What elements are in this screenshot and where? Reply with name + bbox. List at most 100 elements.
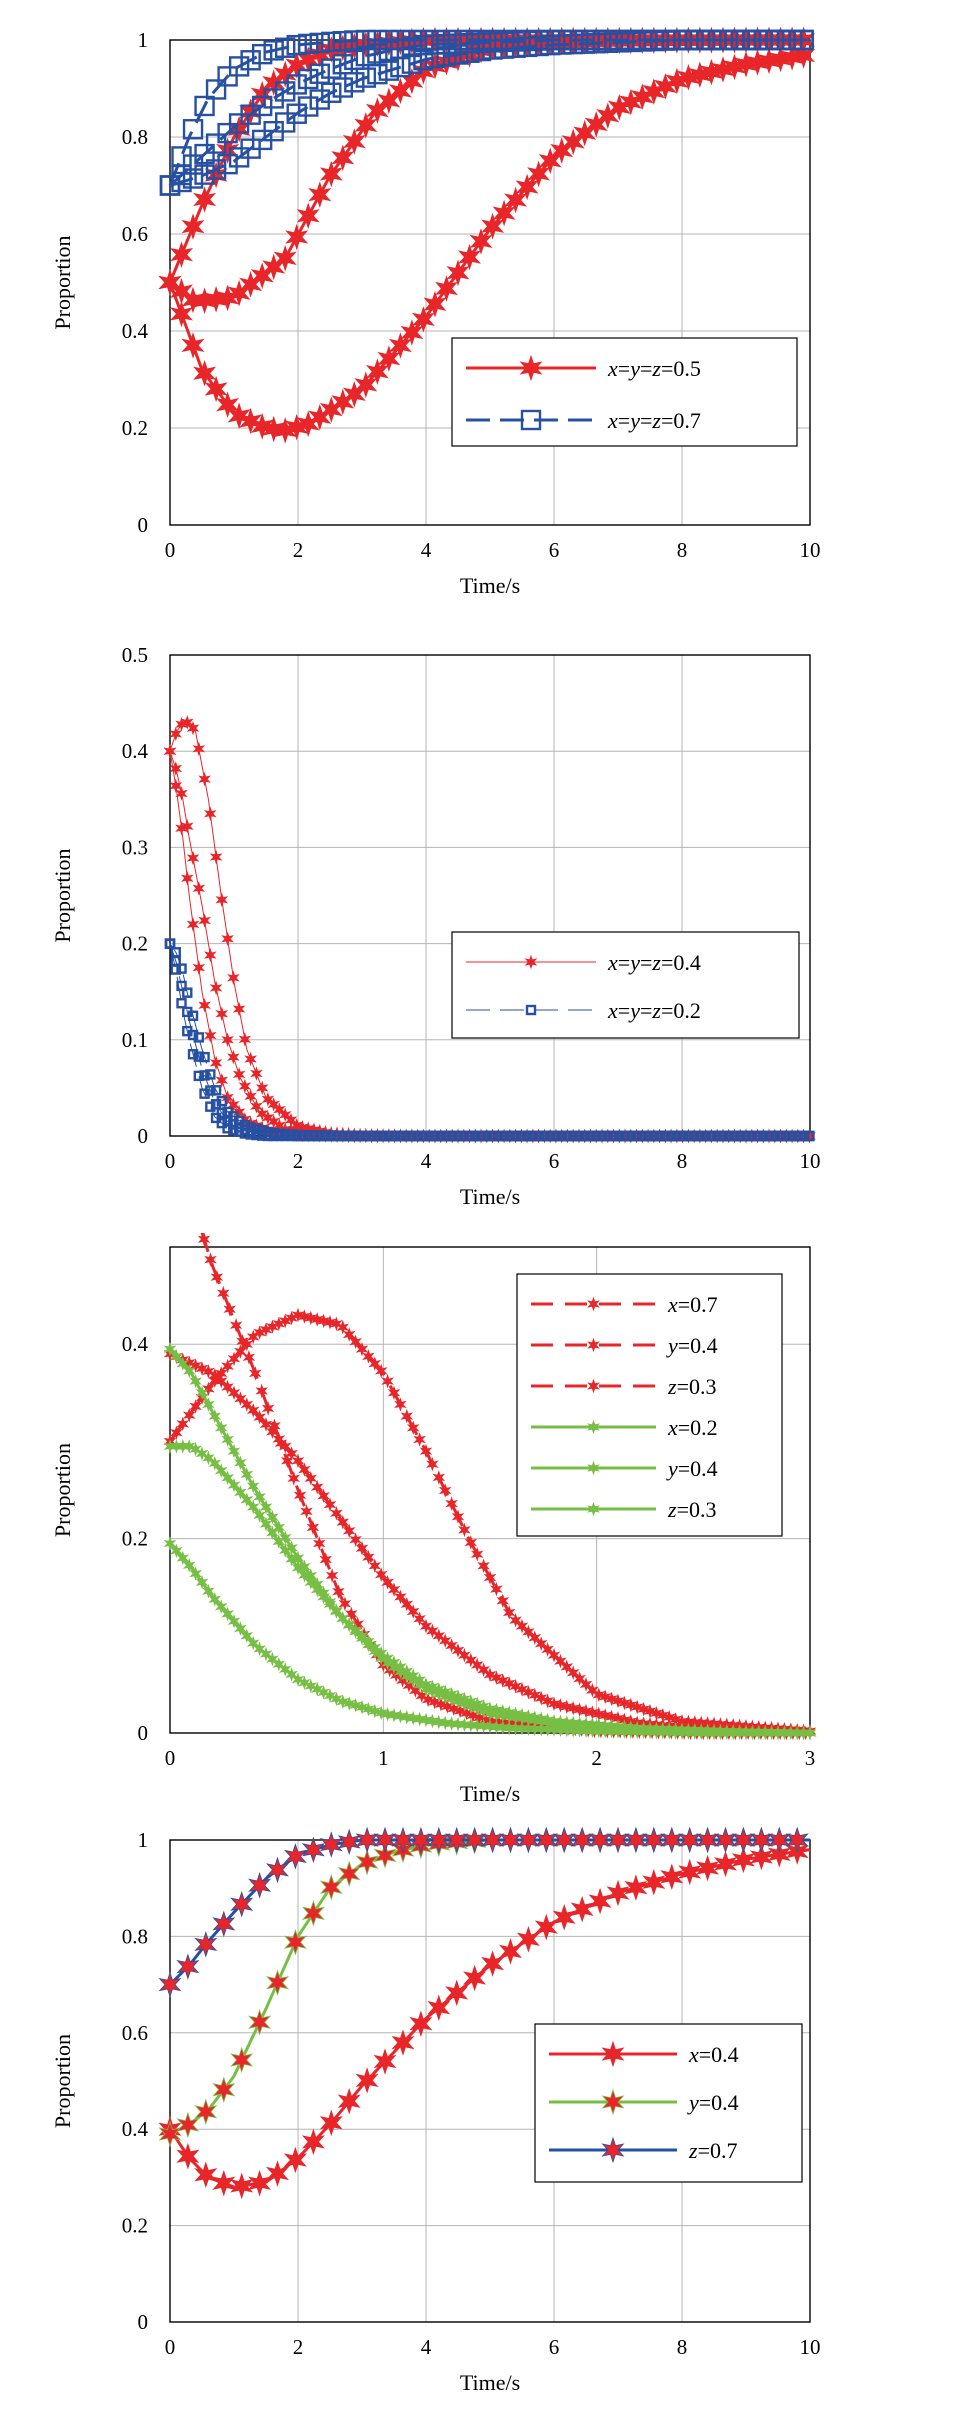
data-point [181,332,205,359]
data-point [374,1705,388,1721]
data-point [521,1130,533,1142]
series-markers-3 [158,1826,809,1998]
data-point [349,1532,362,1547]
data-point [209,980,223,996]
data-point [515,1618,529,1634]
data-point [267,1097,281,1112]
data-point [199,1088,210,1099]
data-point [522,1624,535,1640]
data-point [374,1363,388,1379]
legend-marker [519,354,543,382]
x-tick-label: 6 [549,538,560,562]
data-point [700,1130,711,1142]
data-point [394,1708,407,1724]
data-point [406,1420,420,1436]
data-point [547,1696,561,1712]
data-point [619,1130,631,1142]
data-point [194,1931,218,1958]
series-markers-6 [163,1439,817,1741]
data-point [502,1605,516,1620]
data-point [632,31,653,52]
data-point [176,980,187,992]
data-point [528,35,549,57]
data-point [429,1130,441,1142]
data-point [202,1364,215,1379]
data-point [445,1496,458,1511]
data-point [248,1366,262,1381]
data-point [253,1508,266,1523]
data-point [740,1130,752,1142]
data-point [496,1593,510,1609]
data-point [689,29,711,51]
data-point [342,128,366,155]
data-point [181,213,205,240]
data-point [221,1379,234,1395]
data-point [227,1351,241,1367]
data-point [729,1130,740,1142]
data-point [541,1642,554,1657]
data-point [377,1130,389,1142]
legend-marker [587,1296,600,1312]
data-point [387,1707,401,1723]
data-point [534,1711,548,1727]
data-point [464,1694,478,1709]
data-point [624,1874,648,1901]
data-point [331,144,355,172]
data-point [240,1628,254,1644]
y-tick-label: 0.6 [122,2021,148,2045]
data-point [214,1366,228,1381]
data-point [216,137,240,164]
data-point [251,43,273,65]
x-tick-label: 8 [677,538,688,562]
y-axis-label: Proportion [50,848,75,942]
data-point [609,32,630,53]
data-point [400,1130,412,1142]
data-point [678,1858,702,1886]
data-point [227,402,251,430]
x-tick-label: 0 [165,2335,176,2359]
data-point [493,38,515,59]
data-point [522,1709,535,1724]
data-point [228,56,250,77]
data-point [246,1478,260,1494]
data-point [170,1349,183,1364]
data-point [463,1826,487,1854]
y-tick-label: 0 [138,1721,149,1745]
data-point [253,1489,266,1505]
data-point [208,1456,222,1471]
data-point [212,2076,236,2103]
data-point [441,1130,452,1142]
data-point [539,34,561,56]
data-point [319,1873,343,1901]
data-point [275,81,296,102]
data-point [445,1638,458,1653]
data-point [332,54,353,75]
data-point [308,181,332,208]
data-point [637,1130,648,1142]
data-point [372,1130,383,1142]
data-point [336,1611,350,1626]
data-point [291,1453,305,1469]
y-tick-label: 0 [138,513,149,537]
data-point [424,1130,435,1142]
y-tick-label: 0.6 [122,222,148,246]
data-point [413,1672,426,1688]
data-point [588,1826,612,1854]
data-point [401,36,423,58]
data-point [618,1695,631,1711]
data-point [296,202,320,230]
data-point [234,1391,247,1406]
data-point [199,1070,210,1081]
data-point [202,1381,215,1397]
y-axis-label: Proportion [50,2034,75,2128]
data-point [246,1403,260,1418]
data-point [560,1659,574,1675]
data-point [355,1628,369,1644]
data-point [677,1130,688,1142]
data-point [182,119,204,140]
data-point [253,1409,266,1425]
data-point [266,1525,279,1541]
data-point [186,720,200,736]
data-point [262,1130,274,1142]
data-point [482,39,503,60]
